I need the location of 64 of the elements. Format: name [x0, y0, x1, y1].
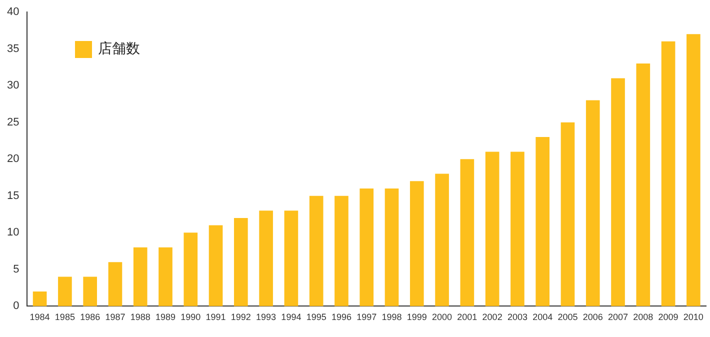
bar [560, 122, 575, 306]
x-tick-label: 1995 [306, 312, 326, 322]
bar [384, 188, 399, 306]
bar [83, 276, 97, 306]
bar [410, 181, 424, 306]
bar [133, 247, 148, 306]
y-tick-label: 5 [13, 263, 20, 276]
bar [636, 63, 650, 306]
x-tick-label: 1991 [206, 312, 226, 322]
bar [184, 232, 198, 306]
x-tick-label: 1986 [80, 312, 100, 322]
y-tick-label: 0 [13, 300, 20, 312]
bar [158, 247, 172, 306]
y-tick-label: 25 [6, 116, 20, 128]
bar [108, 262, 122, 306]
y-tick-label: 20 [6, 153, 20, 166]
bar [234, 218, 248, 306]
x-tick-label: 1992 [230, 312, 251, 322]
x-tick-label: 1998 [382, 312, 402, 322]
bar [485, 152, 500, 306]
bar [309, 196, 324, 306]
y-tick-label: 10 [6, 226, 20, 239]
x-tick-label: 2001 [457, 312, 478, 322]
bar [284, 210, 298, 306]
bar [208, 225, 223, 306]
x-tick-label: 2005 [558, 312, 578, 322]
x-tick-label: 1999 [406, 312, 427, 322]
x-tick-label: 2002 [482, 312, 502, 322]
bar [661, 41, 676, 306]
x-tick-label: 2009 [658, 312, 678, 322]
x-tick-label: 2004 [532, 312, 553, 322]
bar [686, 34, 700, 306]
x-tick-label: 2007 [608, 312, 628, 322]
bar [58, 276, 72, 306]
x-tick-label: 2000 [432, 312, 452, 322]
bar [510, 152, 524, 306]
y-tick-label: 40 [6, 6, 20, 18]
x-tick-label: 1997 [356, 312, 377, 322]
bar [435, 174, 449, 306]
y-tick-label: 35 [6, 42, 20, 55]
x-tick-label: 2006 [582, 312, 603, 322]
y-tick-label: 30 [6, 80, 20, 92]
x-tick-label: 1993 [256, 312, 276, 322]
x-tick-label: 1987 [105, 312, 126, 322]
bar [259, 210, 273, 306]
x-tick-label: 1984 [30, 312, 50, 322]
x-tick-label: 1985 [54, 312, 75, 322]
x-tick-label: 1989 [155, 312, 176, 322]
legend-label: 店舗数 [98, 40, 140, 58]
x-tick-label: 2010 [683, 312, 704, 322]
bar [536, 137, 550, 306]
x-tick-label: 1996 [331, 312, 352, 322]
x-tick-label: 2003 [507, 312, 528, 322]
bar [611, 78, 625, 306]
x-tick-label: 2008 [633, 312, 654, 322]
bar [32, 291, 47, 306]
x-tick-label: 1988 [130, 312, 150, 322]
bar [460, 159, 474, 306]
bar [360, 188, 374, 306]
x-tick-label: 1990 [180, 312, 201, 322]
bar [334, 196, 348, 306]
y-tick-label: 15 [6, 190, 20, 202]
x-tick-label: 1994 [281, 312, 302, 322]
bar [586, 100, 600, 306]
